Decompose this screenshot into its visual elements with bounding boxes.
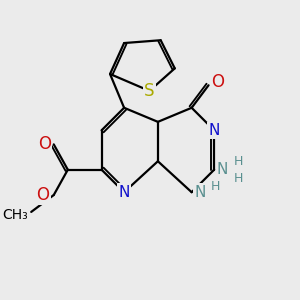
Text: N: N <box>118 185 130 200</box>
Text: H: H <box>234 172 243 184</box>
Text: H: H <box>234 155 243 168</box>
Text: S: S <box>144 82 155 100</box>
Text: CH₃: CH₃ <box>3 208 28 222</box>
Text: N: N <box>194 185 206 200</box>
Text: O: O <box>38 135 51 153</box>
Text: O: O <box>212 74 224 92</box>
Text: H: H <box>211 180 220 193</box>
Text: N: N <box>208 123 220 138</box>
Text: O: O <box>37 186 50 204</box>
Text: N: N <box>217 162 228 177</box>
